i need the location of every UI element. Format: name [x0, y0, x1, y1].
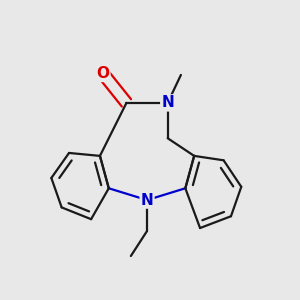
- Text: N: N: [141, 193, 153, 208]
- Text: N: N: [161, 95, 174, 110]
- Text: O: O: [96, 66, 110, 81]
